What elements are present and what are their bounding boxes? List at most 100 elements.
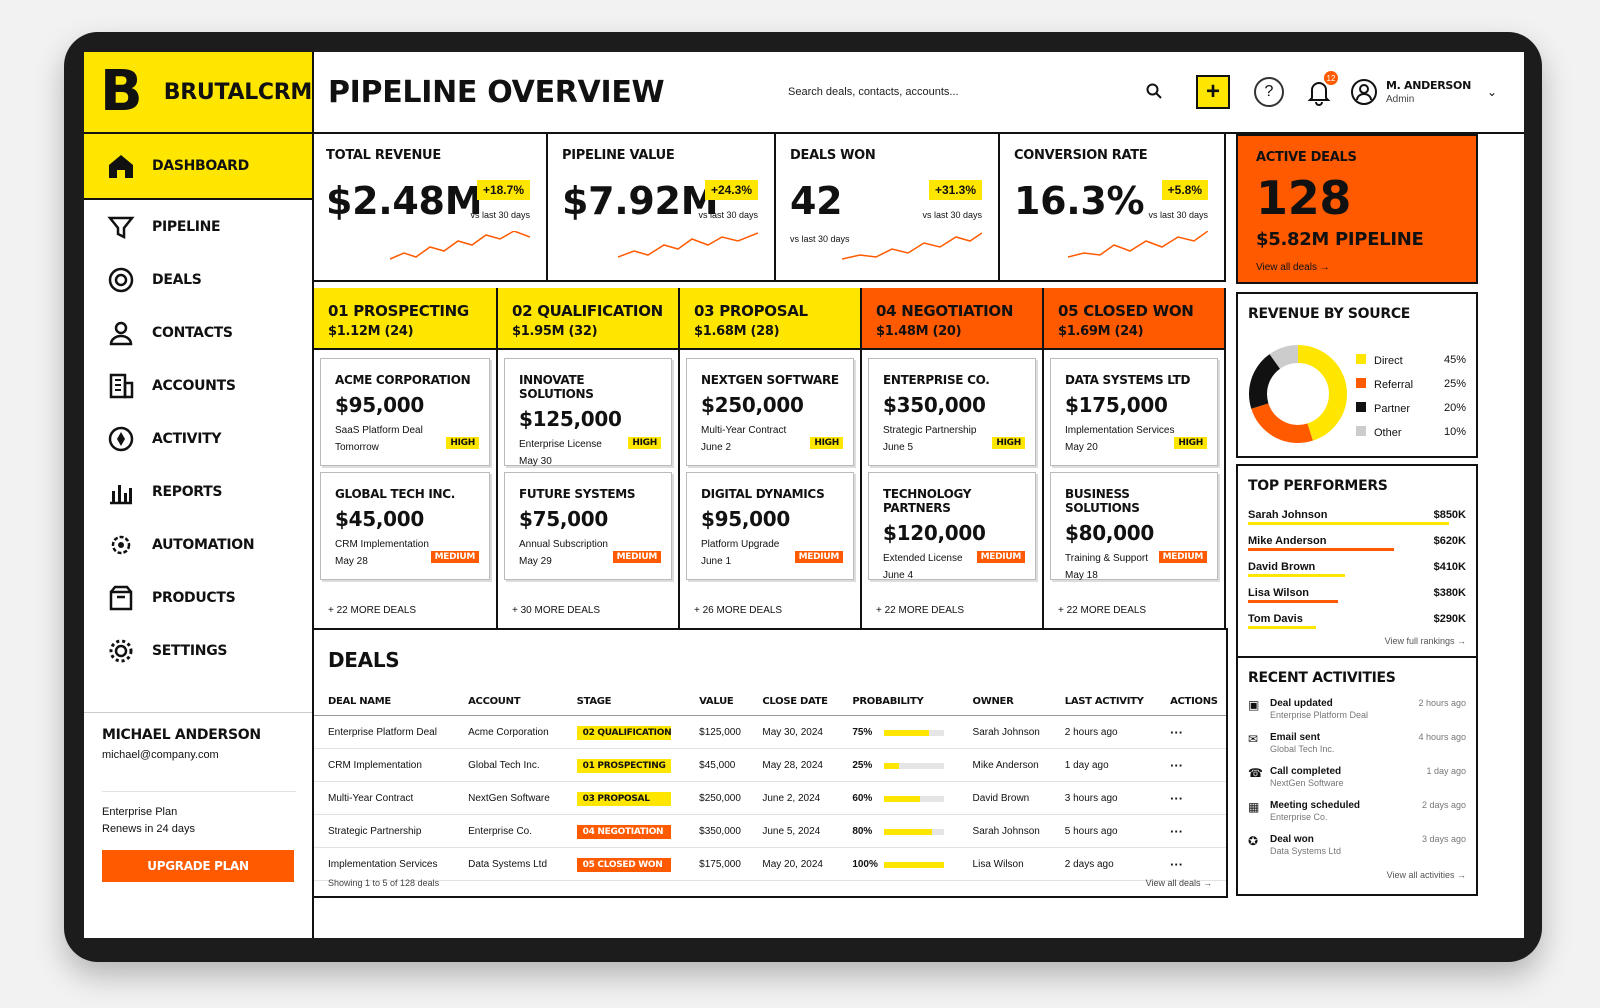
activity-item[interactable]: ▣ Deal updated Enterprise Platform Deal 2 h… [1248, 698, 1466, 732]
activity-item[interactable]: ☎ Call completed NextGen Software 1 day ago [1248, 766, 1466, 800]
notifications-button[interactable]: 12 [1304, 71, 1338, 107]
sidebar-item-accounts[interactable]: ACCOUNTS [84, 359, 312, 412]
deal-card[interactable]: FUTURE SYSTEMS $75,000 Annual Subscription… [504, 472, 672, 580]
deal-card-company: NEXTGEN SOFTWARE [701, 373, 839, 387]
account-menu[interactable]: M. ANDERSON Admin ⌄ [1350, 78, 1497, 106]
user-avatar-icon [1351, 79, 1377, 105]
activity-item[interactable]: ✉ Email sent Global Tech Inc. 4 hours ago [1248, 732, 1466, 766]
column-header[interactable]: VALUE [685, 690, 749, 716]
column-header[interactable]: STAGE [562, 690, 686, 716]
performer-row[interactable]: Sarah Johnson $850K [1248, 502, 1466, 528]
priority-badge: MEDIUM [794, 551, 843, 563]
sidebar-item-deals[interactable]: DEALS [84, 253, 312, 306]
sidebar-item-contacts[interactable]: CONTACTS [84, 306, 312, 359]
deal-card[interactable]: BUSINESS SOLUTIONS $80,000 Training & Supp… [1050, 472, 1218, 581]
more-deals-link[interactable]: + 22 MORE DEALS [876, 605, 965, 616]
deal-card[interactable]: ENTERPRISE CO. $350,000 Strategic Partners… [868, 358, 1036, 466]
column-header[interactable]: CLOSE DATE [748, 690, 839, 716]
performer-row[interactable]: David Brown $410K [1248, 554, 1466, 580]
revenue-by-source-title: REVENUE BY SOURCE [1248, 306, 1411, 322]
deal-card[interactable]: TECHNOLOGY PARTNERS $120,000 Extended Lice… [868, 472, 1036, 581]
sidebar-item-dashboard[interactable]: DASHBOARD [84, 134, 312, 200]
stage-header[interactable]: 01 PROSPECTING $1.12M (24) [314, 288, 496, 350]
table-row[interactable]: Multi-Year Contract NextGen Software 03 PR… [314, 781, 1226, 815]
legend-label-wrap: Partner [1356, 401, 1410, 415]
row-actions-button[interactable]: ··· [1156, 814, 1226, 848]
performer-bar [1248, 574, 1345, 577]
sidebar-item-products[interactable]: PRODUCTS [84, 571, 312, 624]
activity-time: 1 day ago [1426, 766, 1466, 776]
deal-name-cell: Strategic Partnership [314, 814, 455, 848]
table-row[interactable]: Strategic Partnership Enterprise Co. 04 NE… [314, 814, 1226, 848]
probability-cell: 25% [838, 748, 959, 782]
deal-card-date: June 4 [883, 570, 914, 581]
more-deals-link[interactable]: + 22 MORE DEALS [1058, 605, 1147, 616]
sidebar-item-label: REPORTS [152, 483, 223, 500]
sidebar-item-activity[interactable]: ACTIVITY [84, 412, 312, 465]
performer-row[interactable]: Lisa Wilson $380K [1248, 580, 1466, 606]
column-header[interactable]: ACTIONS [1156, 690, 1226, 716]
search-icon[interactable] [1146, 83, 1162, 102]
column-header[interactable]: PROBABILITY [838, 690, 959, 716]
deal-name-cell: Multi-Year Contract [314, 781, 455, 815]
deal-card[interactable]: GLOBAL TECH INC. $45,000 CRM Implementatio… [320, 472, 490, 580]
deals-header-row: DEAL NAME ACCOUNT STAGE VALUE CLOSE DATE PROB… [314, 690, 1226, 716]
probability-fill [884, 729, 930, 736]
search-bar [788, 75, 1168, 109]
performer-row[interactable]: Mike Anderson $620K [1248, 528, 1466, 554]
stage-title: 03 PROPOSAL [694, 302, 808, 320]
probability-cell: 80% [838, 814, 959, 848]
stage-header[interactable]: 05 CLOSED WON $1.69M (24) [1044, 288, 1224, 350]
sidebar-item-pipeline[interactable]: PIPELINE [84, 200, 312, 253]
deal-card[interactable]: DATA SYSTEMS LTD $175,000 Implementation S… [1050, 358, 1218, 466]
owner-cell: Lisa Wilson [958, 847, 1051, 881]
kpi-value: 42 [790, 179, 843, 223]
row-actions-button[interactable]: ··· [1156, 781, 1226, 815]
view-all-deals-footer-link[interactable]: View all deals → [1145, 878, 1212, 888]
row-actions-button[interactable]: ··· [1156, 715, 1226, 749]
kpi-period: vs last 30 days [1148, 210, 1208, 220]
performer-row[interactable]: Tom Davis $290K [1248, 606, 1466, 632]
column-header[interactable]: LAST ACTIVITY [1050, 690, 1157, 716]
view-all-deals-link[interactable]: View all deals → [1256, 262, 1330, 273]
view-all-activities-link[interactable]: View all activities → [1386, 870, 1466, 880]
stage-header[interactable]: 03 PROPOSAL $1.68M (28) [680, 288, 860, 350]
view-rankings-link[interactable]: View full rankings → [1384, 636, 1466, 646]
account-cell: Global Tech Inc. [454, 748, 563, 782]
logo[interactable]: B BRUTALCRM [84, 52, 312, 134]
stage-header[interactable]: 02 QUALIFICATION $1.95M (32) [498, 288, 678, 350]
activity-item[interactable]: ✪ Deal won Data Systems Ltd 3 days ago [1248, 834, 1466, 868]
probability-bar [884, 828, 945, 835]
upgrade-plan-button[interactable]: UPGRADE PLAN [102, 850, 294, 882]
deal-card-company: ENTERPRISE CO. [883, 373, 990, 387]
sidebar-item-settings[interactable]: SETTINGS [84, 624, 312, 677]
table-row[interactable]: CRM Implementation Global Tech Inc. 01 PRO… [314, 748, 1226, 782]
deal-card[interactable]: DIGITAL DYNAMICS $95,000 Platform Upgrade J… [686, 472, 854, 580]
sidebar-item-reports[interactable]: REPORTS [84, 465, 312, 518]
stage-header[interactable]: 04 NEGOTIATION $1.48M (20) [862, 288, 1042, 350]
more-deals-link[interactable]: + 30 MORE DEALS [512, 605, 601, 616]
help-button[interactable]: ? [1254, 77, 1284, 107]
more-deals-link[interactable]: + 22 MORE DEALS [328, 605, 417, 616]
row-actions-button[interactable]: ··· [1156, 847, 1226, 881]
deal-card[interactable]: INNOVATE SOLUTIONS $125,000 Enterprise Lic… [504, 358, 672, 467]
account-cell: Acme Corporation [454, 715, 563, 749]
stage-amount: $1.68M (28) [694, 324, 780, 339]
search-input[interactable] [788, 86, 1088, 98]
activity-item[interactable]: ▦ Meeting scheduled Enterprise Co. 2 days a… [1248, 800, 1466, 834]
deal-card[interactable]: NEXTGEN SOFTWARE $250,000 Multi-Year Contr… [686, 358, 854, 466]
table-row[interactable]: Implementation Services Data Systems Ltd 0… [314, 847, 1226, 881]
donut-slice-partner [1249, 345, 1347, 443]
column-header[interactable]: DEAL NAME [314, 690, 455, 716]
deal-card[interactable]: ACME CORPORATION $95,000 SaaS Platform Dea… [320, 358, 490, 466]
more-deals-link[interactable]: + 26 MORE DEALS [694, 605, 783, 616]
kpi-change-badge: +5.8% [1161, 180, 1208, 200]
add-button[interactable]: + [1196, 75, 1230, 109]
sidebar-item-automation[interactable]: AUTOMATION [84, 518, 312, 571]
row-actions-button[interactable]: ··· [1156, 748, 1226, 782]
table-row[interactable]: Enterprise Platform Deal Acme Corporation… [314, 715, 1226, 749]
column-header[interactable]: OWNER [958, 690, 1051, 716]
revenue-donut-chart [1249, 345, 1347, 443]
column-header[interactable]: ACCOUNT [454, 690, 563, 716]
probability-cell: 75% [838, 715, 959, 749]
